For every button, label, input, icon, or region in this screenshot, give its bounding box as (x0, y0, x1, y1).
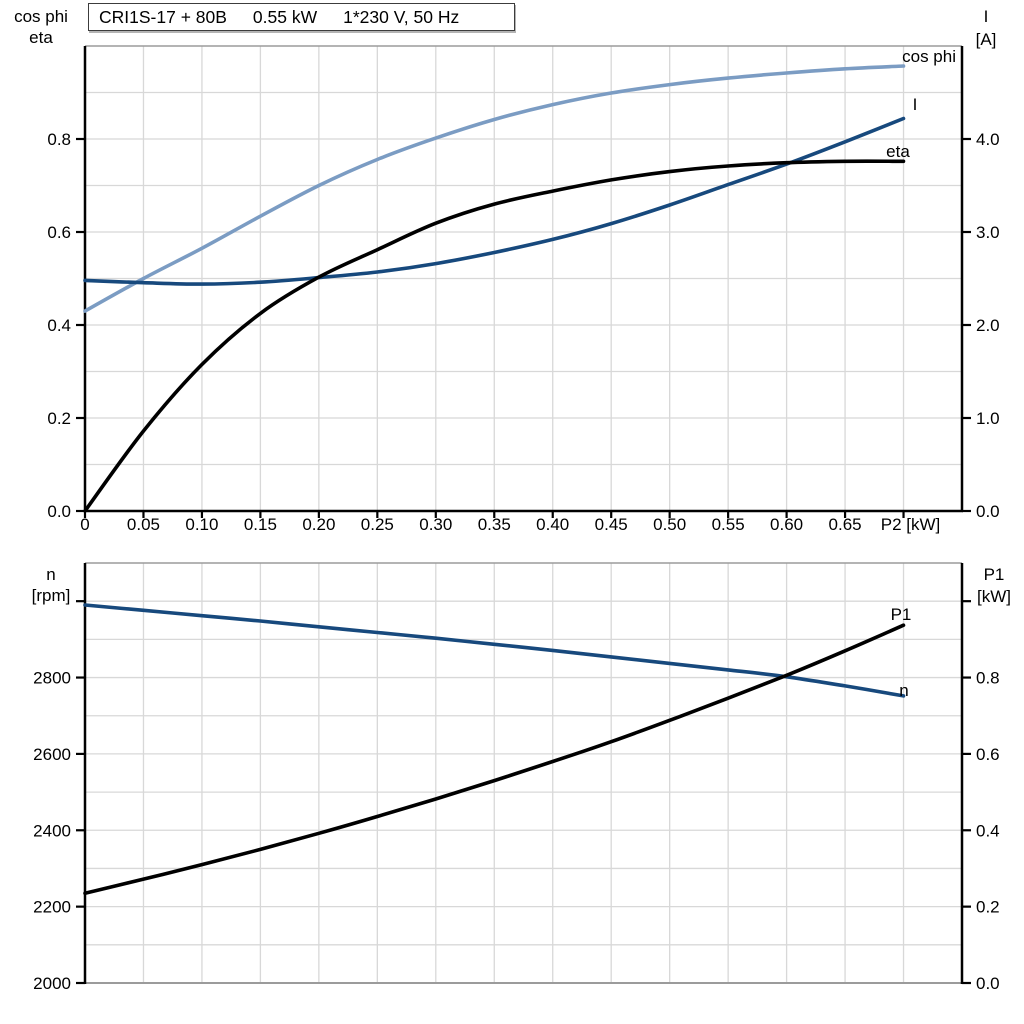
tick-label-left: 2000 (33, 974, 71, 993)
tick-label-x: 0 (80, 515, 89, 534)
left-axis-title: eta (29, 28, 53, 47)
right-axis-title: P1 (984, 565, 1005, 584)
tick-label-x: 0.55 (712, 515, 745, 534)
tick-label-left: 2200 (33, 898, 71, 917)
curve-p1 (83, 623, 906, 896)
left-axis-title: cos phi (14, 7, 68, 26)
right-axis-title: I (984, 7, 989, 26)
curve-n-label: n (899, 681, 908, 700)
tick-label-x: 0.65 (829, 515, 862, 534)
tick-label-right: 2.0 (976, 316, 1000, 335)
tick-label-left: 0.6 (47, 223, 71, 242)
tick-label-x: 0.25 (361, 515, 394, 534)
tick-label-x: 0.20 (302, 515, 335, 534)
curve-i (83, 116, 906, 286)
x-axis-unit-label: P2 [kW] (881, 515, 941, 534)
left-axis-title: n (46, 565, 55, 584)
tick-label-x: 0.15 (244, 515, 277, 534)
tick-label-left: 0.4 (47, 316, 71, 335)
curve-cos-phi (83, 64, 906, 313)
left-axis-title: [rpm] (32, 586, 71, 605)
tick-label-x: 0.40 (536, 515, 569, 534)
title-power: 0.55 kW (252, 6, 318, 27)
tick-label-right: 4.0 (976, 130, 1000, 149)
curve-n (83, 603, 906, 698)
tick-label-right: 0.8 (976, 669, 1000, 688)
tick-label-right: 0.0 (976, 974, 1000, 993)
tick-label-left: 2800 (33, 669, 71, 688)
tick-label-right: 0.0 (976, 502, 1000, 521)
tick-label-left: 0.0 (47, 502, 71, 521)
curve-eta (83, 159, 906, 513)
tick-label-left: 0.8 (47, 130, 71, 149)
tick-label-x: 0.30 (419, 515, 452, 534)
title-supply: 1*230 V, 50 Hz (343, 6, 460, 27)
curve-i-label: I (913, 95, 918, 114)
tick-label-x: 0.05 (127, 515, 160, 534)
right-axis-title: [kW] (977, 587, 1011, 606)
tick-label-x: 0.35 (478, 515, 511, 534)
curve-eta-label: eta (886, 142, 910, 161)
tick-label-x: 0.50 (653, 515, 686, 534)
curve-p1-label: P1 (891, 605, 912, 624)
tick-label-x: 0.10 (185, 515, 218, 534)
tick-label-x: 0.60 (770, 515, 803, 534)
tick-label-right: 0.6 (976, 745, 1000, 764)
tick-label-right: 1.0 (976, 409, 1000, 428)
title-model: CRI1S-17 + 80B (99, 6, 227, 27)
chart-title-box: CRI1S-17 + 80B 0.55 kW 1*230 V, 50 Hz (88, 3, 515, 31)
tick-label-right: 3.0 (976, 223, 1000, 242)
tick-label-left: 2400 (33, 821, 71, 840)
tick-label-x: 0.45 (595, 515, 628, 534)
tick-label-left: 2600 (33, 745, 71, 764)
tick-label-right: 0.4 (976, 821, 1000, 840)
right-axis-title: [A] (976, 30, 997, 49)
tick-label-left: 0.2 (47, 409, 71, 428)
tick-label-right: 0.2 (976, 898, 1000, 917)
curve-cos-phi-label: cos phi (902, 47, 956, 66)
